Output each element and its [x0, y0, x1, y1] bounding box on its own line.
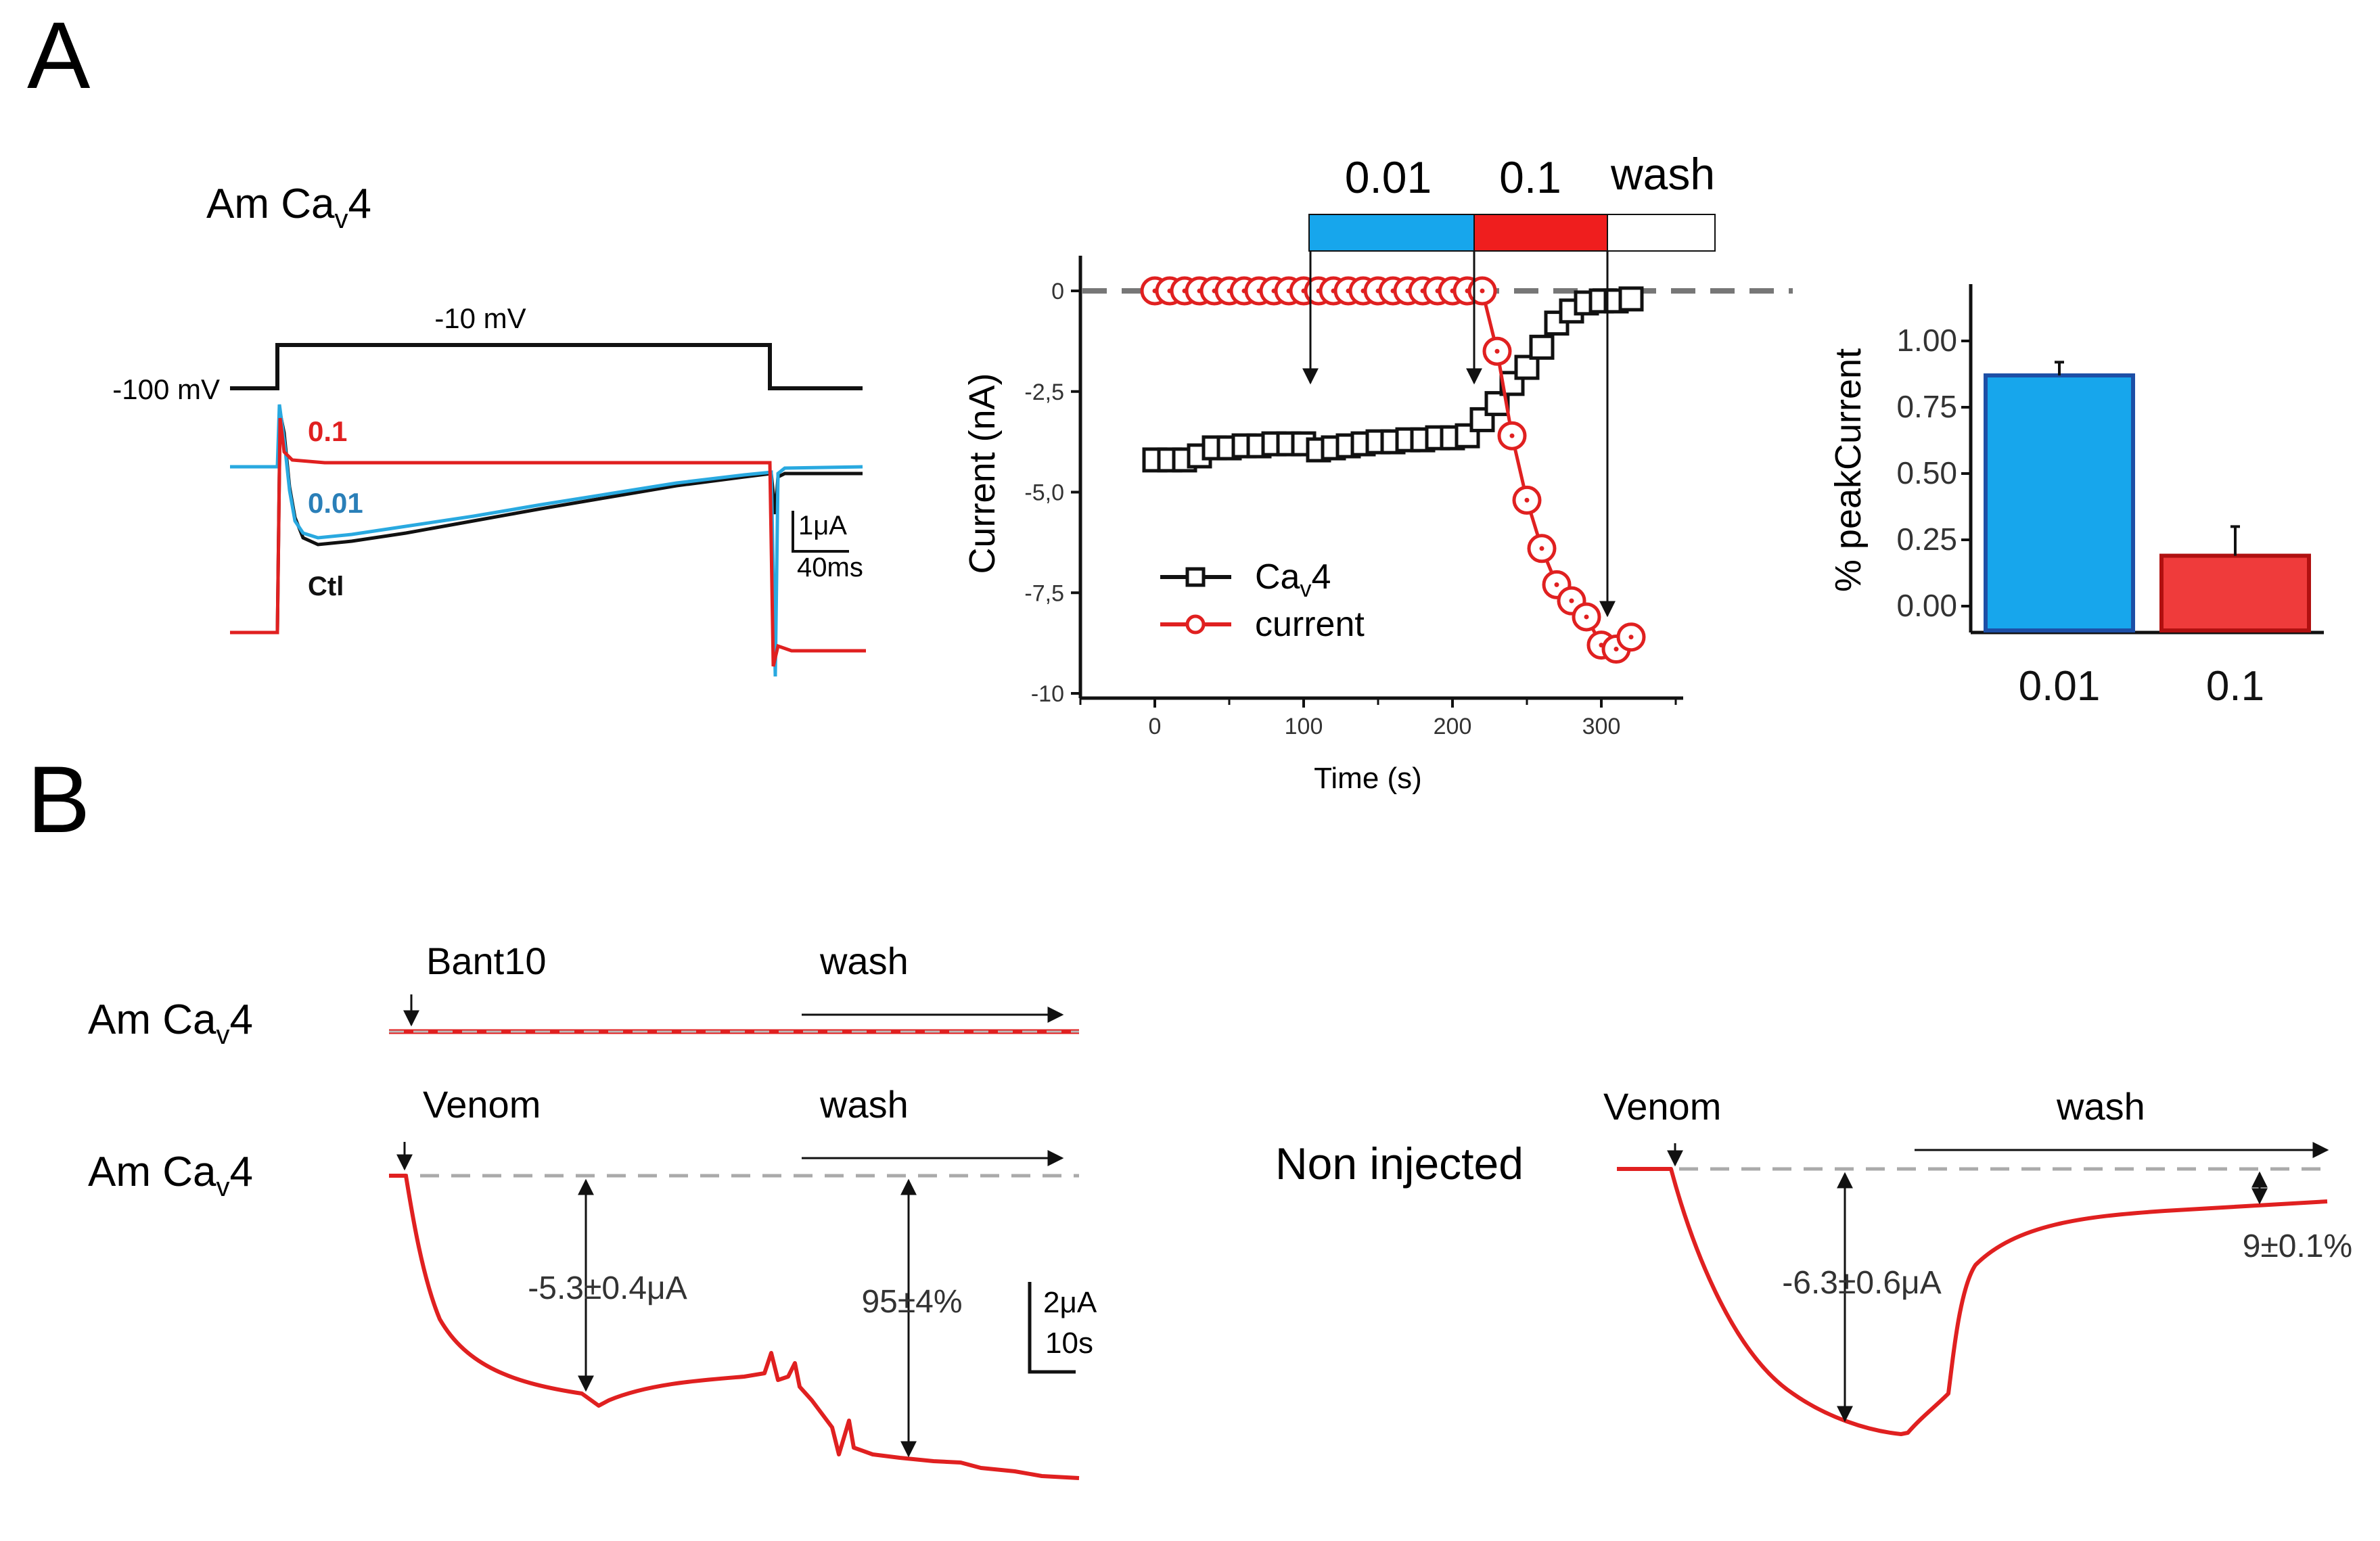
x-ticks: 0 100 200 300 [1079, 698, 1677, 739]
current-point-dot [1494, 348, 1500, 354]
cav4-point [1514, 354, 1540, 380]
row2-recovery-label: 95±4% [861, 1284, 962, 1320]
row3-label: Non injected [1275, 1138, 1524, 1189]
row2-peak-label: -5.3±0.4μA [528, 1270, 687, 1306]
step-voltage-label: -10 mV [434, 302, 526, 334]
bar-y-tick-label: 0.50 [1896, 455, 1957, 490]
app-label-01: 0.1 [1499, 152, 1561, 202]
row1-label: Am Cav4 [88, 996, 253, 1050]
legend-cav4-label: Cav4 [1255, 557, 1331, 602]
app-label-001: 0.01 [1345, 152, 1432, 202]
y-axis-label: Current (nA) [962, 373, 1003, 574]
legend-current-marker [1185, 614, 1206, 635]
bar-chart: 1.00 0.75 0.50 0.25 0.00 0.01 0.1 % peakCurre… [1828, 284, 2324, 710]
cav4-point [1529, 334, 1555, 360]
row3-recovery-label: 9±0.1% [2243, 1228, 2352, 1264]
current-point-dot [1584, 614, 1589, 620]
row2-scale-time: 10s [1045, 1327, 1093, 1360]
trace-01 [230, 417, 866, 667]
traces-title: Am Cav4 [206, 181, 371, 234]
holding-voltage-label: -100 mV [112, 373, 220, 405]
row2-scale-bar [1028, 1282, 1076, 1374]
panel-label-b: B [27, 746, 90, 852]
legend-cav4-marker [1185, 567, 1206, 587]
row3-drug-label: Venom [1603, 1085, 1721, 1128]
y-tick-label: 0 [1051, 279, 1064, 304]
y-ticks: 0 -2,5 -5,0 -7,5 -10 [1024, 279, 1080, 707]
legend-current-label: current [1255, 605, 1365, 644]
app-label-wash: wash [1610, 149, 1715, 199]
row3-peak-label: -6.3±0.6μA [1782, 1265, 1941, 1301]
bar-category-label: 0.1 [2206, 663, 2264, 710]
current-traces-panel: Am Cav4 -10 mV -100 mV 0.1 0.01 Ctl 1μA … [112, 181, 866, 677]
row3-trace [1617, 1167, 2328, 1436]
x-tick-label: 200 [1434, 714, 1472, 739]
bar-y-tick-label: 0.75 [1896, 389, 1957, 424]
bar-category-label: 0.01 [2019, 663, 2101, 710]
row3-wash-label: wash [2056, 1085, 2145, 1128]
row1-wash-label: wash [819, 940, 909, 982]
bar-y-tick-label: 0.00 [1896, 588, 1957, 623]
app-bar-001 [1308, 214, 1475, 252]
bar-0.1 [2159, 553, 2311, 633]
panel-b: Am Cav4 Bant10 wash Am Cav4 Venom wash -… [88, 940, 2352, 1480]
scale-current-label: 1μA [798, 511, 847, 540]
app-bar-01 [1473, 214, 1608, 252]
current-point-dot [1554, 582, 1559, 587]
bar-y-tick-label: 0.25 [1896, 522, 1957, 557]
cav4-point [1618, 286, 1644, 312]
row1-drug-label: Bant10 [426, 940, 547, 982]
timecourse-chart: 0.01 0.1 wash 0 -2,5 -5,0 -7,5 -10 0 100 200 30… [962, 149, 1793, 795]
x-axis-label: Time (s) [1314, 762, 1422, 795]
bar-y-axis-label: % peakCurrent [1828, 348, 1869, 592]
y-tick-label: -5,0 [1024, 480, 1064, 506]
row2-scale-current: 2μA [1043, 1286, 1097, 1319]
row2-trace [389, 1174, 1080, 1480]
scale-time-label: 40ms [797, 553, 863, 582]
bar-y-tick-label: 1.00 [1896, 323, 1957, 358]
row2-label: Am Cav4 [88, 1149, 253, 1202]
x-tick-label: 0 [1149, 714, 1162, 739]
row2-wash-label: wash [819, 1083, 909, 1126]
y-tick-label: -10 [1031, 681, 1064, 707]
app-bar-wash [1607, 214, 1716, 252]
bar-layer: 0.01 0.1 [1984, 361, 2311, 710]
row2-drug-label: Venom [423, 1083, 541, 1126]
bar-y-ticks: 1.00 0.75 0.50 0.25 0.00 [1896, 323, 1971, 623]
series-layer [1140, 276, 1646, 664]
current-point-dot [1509, 433, 1515, 438]
current-point-dot [1539, 546, 1544, 551]
bar-0.01 [1984, 373, 2135, 633]
x-tick-label: 300 [1582, 714, 1621, 739]
current-point-dot [1614, 647, 1619, 652]
current-point-dot [1480, 288, 1485, 294]
trace-label-001: 0.01 [308, 487, 363, 519]
trace-label-01: 0.1 [308, 415, 347, 447]
panel-label-a: A [27, 2, 91, 108]
y-tick-label: -2,5 [1024, 380, 1064, 405]
trace-scale-bar [792, 511, 849, 553]
y-tick-label: -7,5 [1024, 580, 1064, 606]
voltage-protocol [230, 343, 863, 390]
current-point-dot [1569, 598, 1574, 603]
current-point-dot [1628, 635, 1634, 640]
current-point-dot [1524, 497, 1530, 503]
trace-label-ctl: Ctl [308, 572, 344, 601]
x-tick-label: 100 [1285, 714, 1323, 739]
